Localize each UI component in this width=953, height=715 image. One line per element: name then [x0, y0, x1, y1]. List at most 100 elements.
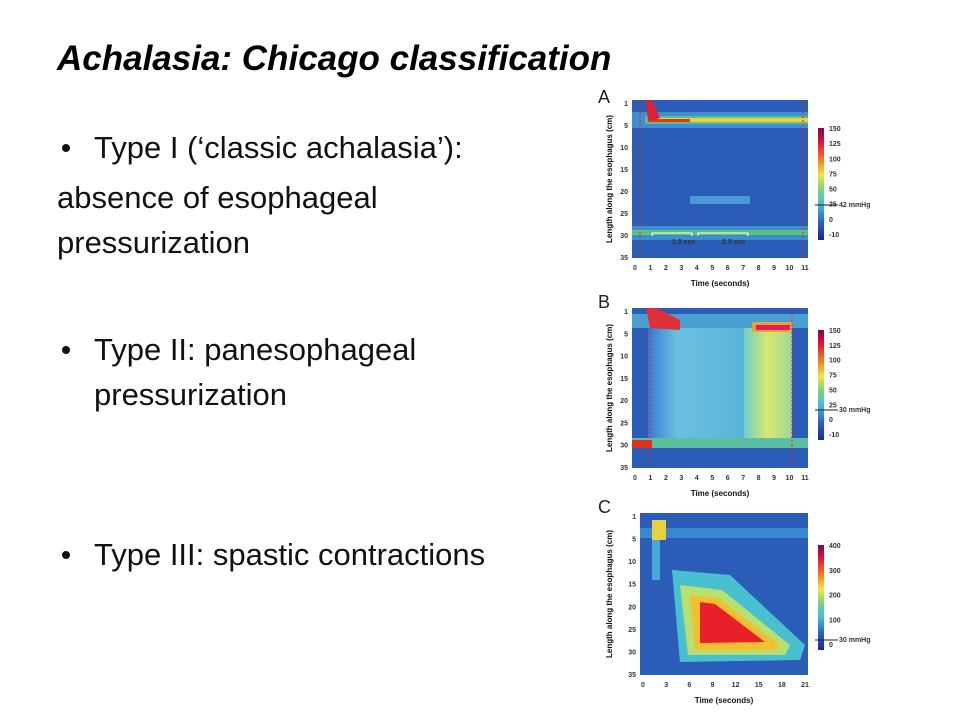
threshold-label: 30 mmHg: [839, 637, 871, 644]
colorbar-tick-label: 75: [829, 171, 837, 178]
colorbar-tick-label: 300: [829, 568, 841, 575]
y-tick-label: 1: [624, 309, 628, 316]
y-tick-label: 5: [632, 537, 636, 544]
colorbar-tick-label: 75: [829, 373, 837, 380]
x-tick-label: 6: [726, 475, 730, 482]
y-tick-label: 35: [620, 465, 628, 472]
colorbar-tick-label: 200: [829, 593, 841, 600]
x-axis-title: Time (seconds): [691, 279, 750, 288]
x-tick-label: 9: [710, 682, 714, 689]
x-tick-label: 0: [633, 265, 637, 272]
y-tick-label: 1: [632, 514, 636, 521]
y-tick-label: 25: [620, 420, 628, 427]
colorbar-tick-label: 100: [829, 617, 841, 624]
bullet: [62, 144, 70, 152]
colorbar-tick-label: 125: [829, 343, 841, 350]
y-tick-label: 10: [628, 559, 636, 566]
colorbar-tick-label: 150: [829, 328, 841, 335]
colorbar-tick-label: 50: [829, 187, 837, 194]
bullet: [62, 346, 70, 354]
y-tick-label: 10: [620, 354, 628, 361]
slide-title: Achalasia: Chicago classification: [56, 39, 611, 78]
colorbar-tick-label: 400: [829, 543, 841, 550]
panel-letter: C: [598, 497, 611, 517]
y-axis-title: Length along the esophagus (cm): [605, 530, 614, 658]
y-tick-label: 25: [620, 211, 628, 218]
y-tick-label: 1: [624, 101, 628, 108]
x-tick-label: 11: [801, 475, 809, 482]
x-tick-label: 6: [687, 682, 691, 689]
heatmap-c: [640, 513, 808, 675]
colorbar-tick-label: 100: [829, 358, 841, 365]
threshold-label: 42 mmHg: [839, 202, 871, 209]
x-tick-label: 10: [786, 265, 794, 272]
threshold-label: 30 mmHg: [839, 407, 871, 414]
x-tick-label: 0: [641, 682, 645, 689]
y-tick-label: 20: [620, 189, 628, 196]
y-tick-label: 25: [628, 627, 636, 634]
item-continuation: pressurization: [57, 225, 250, 260]
x-tick-label: 3: [679, 265, 683, 272]
x-tick-label: 10: [786, 475, 794, 482]
x-tick-label: 4: [695, 475, 699, 482]
y-axis-title: Length along the esophagus (cm): [605, 115, 614, 243]
colorbar-tick-label: 150: [829, 126, 841, 133]
y-tick-label: 35: [628, 672, 636, 679]
colorbar: [818, 330, 824, 440]
colorbar-tick-label: 125: [829, 141, 841, 148]
x-tick-label: 12: [732, 682, 740, 689]
y-tick-label: 15: [628, 582, 636, 589]
x-tick-label: 1: [649, 475, 653, 482]
colorbar: [818, 545, 824, 650]
item-text: Type I (‘classic achalasia’):: [94, 130, 463, 165]
y-tick-label: 15: [620, 376, 628, 383]
x-tick-label: 7: [741, 265, 745, 272]
x-tick-label: 2: [664, 265, 668, 272]
colorbar-tick-label: 100: [829, 156, 841, 163]
y-tick-label: 10: [620, 145, 628, 152]
x-tick-label: 15: [755, 682, 763, 689]
y-tick-label: 30: [628, 649, 636, 656]
annotation: 2.5 sec: [722, 239, 745, 246]
x-tick-label: 8: [757, 265, 761, 272]
y-tick-label: 30: [620, 443, 628, 450]
x-tick-label: 3: [664, 682, 668, 689]
y-tick-label: 20: [628, 604, 636, 611]
x-tick-label: 3: [679, 475, 683, 482]
x-tick-label: 4: [695, 265, 699, 272]
heatmap-b: [632, 308, 808, 468]
panel-letter: A: [598, 87, 610, 107]
colorbar: [818, 128, 824, 240]
colorbar-tick-label: 25: [829, 402, 837, 409]
annotation: 1.5 sec: [672, 239, 695, 246]
colorbar-tick-label: 0: [829, 417, 833, 424]
bullet: [62, 551, 70, 559]
colorbar-tick-label: 0: [829, 642, 833, 649]
x-tick-label: 5: [710, 265, 714, 272]
y-tick-label: 5: [624, 123, 628, 130]
y-axis-title: Length along the esophagus (cm): [605, 324, 614, 452]
x-tick-label: 5: [710, 475, 714, 482]
x-tick-label: 18: [778, 682, 786, 689]
panel-letter: B: [598, 292, 610, 312]
x-tick-label: 1: [649, 265, 653, 272]
item-continuation: pressurization: [94, 377, 287, 412]
item-text: Type II: panesophageal: [94, 332, 416, 367]
x-tick-label: 8: [757, 475, 761, 482]
item-continuation: absence of esophageal: [57, 180, 378, 215]
colorbar-tick-label: -10: [829, 432, 839, 439]
x-tick-label: 21: [801, 682, 809, 689]
y-tick-label: 35: [620, 255, 628, 262]
x-tick-label: 6: [726, 265, 730, 272]
colorbar-tick-label: -10: [829, 232, 839, 239]
x-axis-title: Time (seconds): [691, 489, 750, 498]
heatmap-a: [632, 100, 808, 258]
x-tick-label: 9: [772, 475, 776, 482]
colorbar-tick-label: 0: [829, 217, 833, 224]
x-tick-label: 0: [633, 475, 637, 482]
x-tick-label: 2: [664, 475, 668, 482]
y-tick-label: 20: [620, 398, 628, 405]
y-tick-label: 30: [620, 233, 628, 240]
x-tick-label: 7: [741, 475, 745, 482]
